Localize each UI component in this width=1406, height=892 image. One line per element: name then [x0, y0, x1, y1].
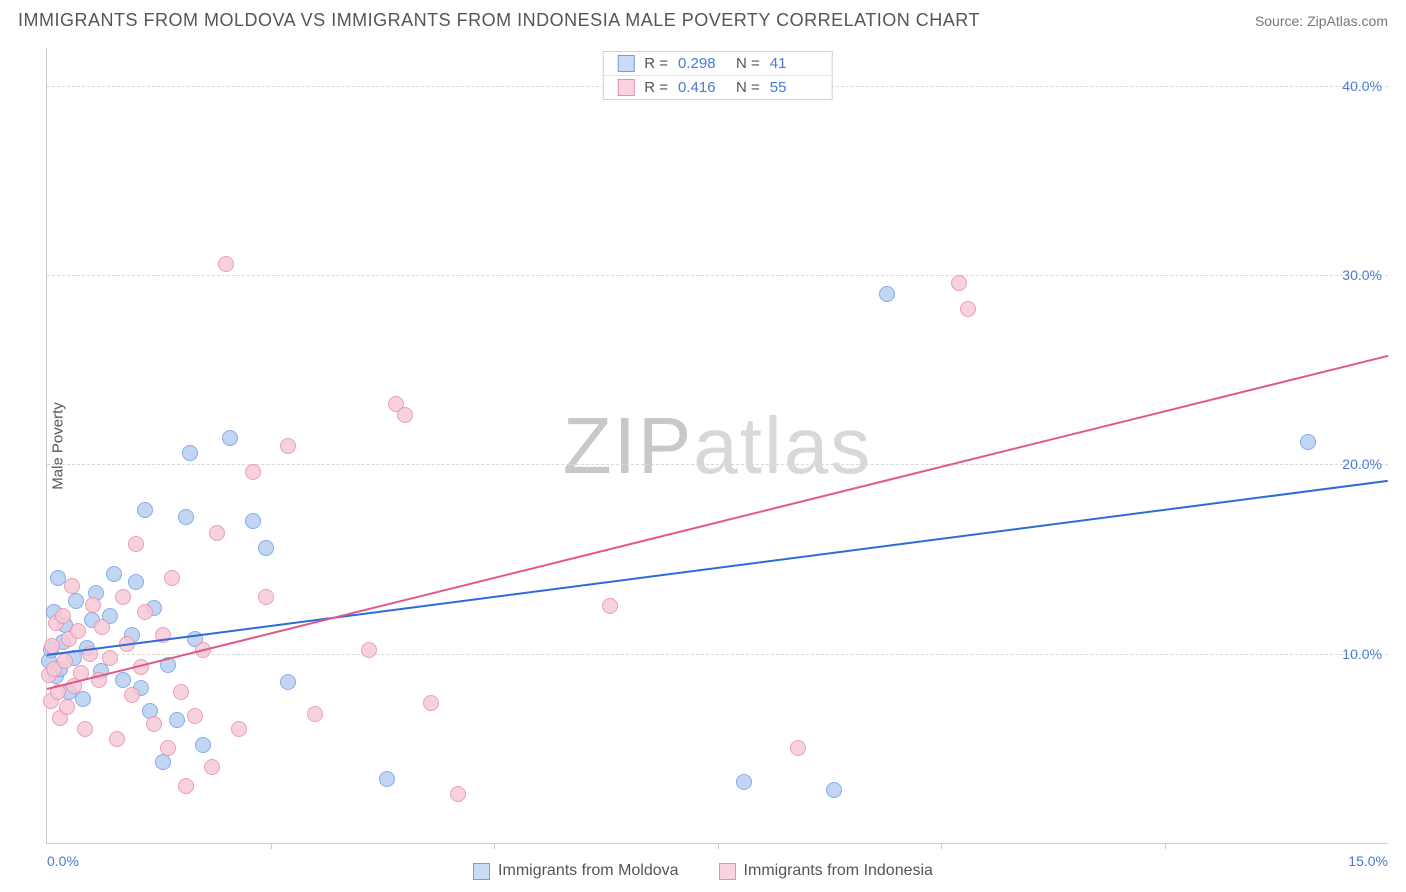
data-point-moldova: [280, 674, 296, 690]
data-point-moldova: [137, 502, 153, 518]
legend-swatch: [617, 79, 634, 96]
data-point-indonesia: [124, 687, 140, 703]
data-point-indonesia: [85, 597, 101, 613]
stats-legend: R = 0.298 N = 41 R = 0.416 N = 55: [602, 51, 833, 100]
data-point-indonesia: [115, 589, 131, 605]
data-point-indonesia: [94, 619, 110, 635]
data-point-indonesia: [951, 275, 967, 291]
data-point-moldova: [245, 513, 261, 529]
stat-n-label: N =: [736, 55, 760, 72]
data-point-indonesia: [450, 786, 466, 802]
y-tick-label: 20.0%: [1342, 456, 1382, 472]
x-tick: [1165, 843, 1166, 849]
gridline: [47, 654, 1388, 655]
data-point-indonesia: [204, 759, 220, 775]
x-tick: [494, 843, 495, 849]
stat-r-label: R =: [644, 55, 668, 72]
stat-n-label: N =: [736, 79, 760, 96]
data-point-moldova: [75, 691, 91, 707]
data-point-indonesia: [187, 708, 203, 724]
data-point-moldova: [128, 574, 144, 590]
x-tick: [718, 843, 719, 849]
stat-n-value: 55: [770, 79, 818, 96]
x-tick: [941, 843, 942, 849]
data-point-indonesia: [160, 740, 176, 756]
watermark-part-b: atlas: [693, 401, 872, 490]
data-point-indonesia: [55, 608, 71, 624]
watermark: ZIPatlas: [563, 400, 872, 492]
legend-label: Immigrants from Moldova: [498, 862, 679, 880]
stats-row-indonesia: R = 0.416 N = 55: [603, 75, 832, 99]
trend-line-moldova: [47, 480, 1388, 656]
data-point-indonesia: [960, 301, 976, 317]
legend-swatch: [719, 863, 736, 880]
chart-title: IMMIGRANTS FROM MOLDOVA VS IMMIGRANTS FR…: [18, 10, 980, 31]
data-point-indonesia: [361, 642, 377, 658]
y-tick-label: 30.0%: [1342, 267, 1382, 283]
series-legend: Immigrants from Moldova Immigrants from I…: [0, 862, 1406, 880]
data-point-moldova: [1300, 434, 1316, 450]
data-point-indonesia: [307, 706, 323, 722]
legend-label: Immigrants from Indonesia: [744, 862, 933, 880]
data-point-moldova: [68, 593, 84, 609]
legend-swatch: [473, 863, 490, 880]
data-point-indonesia: [178, 778, 194, 794]
data-point-indonesia: [128, 536, 144, 552]
data-point-moldova: [195, 737, 211, 753]
data-point-indonesia: [280, 438, 296, 454]
data-point-indonesia: [173, 684, 189, 700]
data-point-indonesia: [102, 650, 118, 666]
gridline: [47, 275, 1388, 276]
stat-r-label: R =: [644, 79, 668, 96]
data-point-moldova: [736, 774, 752, 790]
data-point-moldova: [222, 430, 238, 446]
data-point-moldova: [178, 509, 194, 525]
data-point-indonesia: [77, 721, 93, 737]
y-tick-label: 10.0%: [1342, 646, 1382, 662]
data-point-moldova: [379, 771, 395, 787]
data-point-indonesia: [137, 604, 153, 620]
stat-n-value: 41: [770, 55, 818, 72]
data-point-indonesia: [64, 578, 80, 594]
source-attribution: Source: ZipAtlas.com: [1255, 13, 1388, 29]
data-point-indonesia: [146, 716, 162, 732]
data-point-moldova: [258, 540, 274, 556]
data-point-indonesia: [423, 695, 439, 711]
scatter-chart: ZIPatlas R = 0.298 N = 41 R = 0.416 N = 55 10.0…: [46, 48, 1388, 844]
data-point-indonesia: [602, 598, 618, 614]
legend-item-moldova: Immigrants from Moldova: [473, 862, 679, 880]
data-point-moldova: [115, 672, 131, 688]
data-point-indonesia: [397, 407, 413, 423]
data-point-moldova: [879, 286, 895, 302]
stat-r-value: 0.416: [678, 79, 726, 96]
data-point-indonesia: [59, 699, 75, 715]
data-point-moldova: [182, 445, 198, 461]
data-point-moldova: [826, 782, 842, 798]
data-point-indonesia: [109, 731, 125, 747]
data-point-indonesia: [164, 570, 180, 586]
data-point-indonesia: [258, 589, 274, 605]
legend-swatch: [617, 55, 634, 72]
data-point-indonesia: [57, 653, 73, 669]
watermark-part-a: ZIP: [563, 401, 693, 490]
data-point-moldova: [169, 712, 185, 728]
y-tick-label: 40.0%: [1342, 78, 1382, 94]
data-point-indonesia: [245, 464, 261, 480]
data-point-indonesia: [790, 740, 806, 756]
legend-item-indonesia: Immigrants from Indonesia: [719, 862, 933, 880]
data-point-indonesia: [209, 525, 225, 541]
x-tick: [271, 843, 272, 849]
data-point-indonesia: [70, 623, 86, 639]
data-point-indonesia: [231, 721, 247, 737]
data-point-moldova: [106, 566, 122, 582]
data-point-indonesia: [218, 256, 234, 272]
stats-row-moldova: R = 0.298 N = 41: [603, 52, 832, 75]
stat-r-value: 0.298: [678, 55, 726, 72]
